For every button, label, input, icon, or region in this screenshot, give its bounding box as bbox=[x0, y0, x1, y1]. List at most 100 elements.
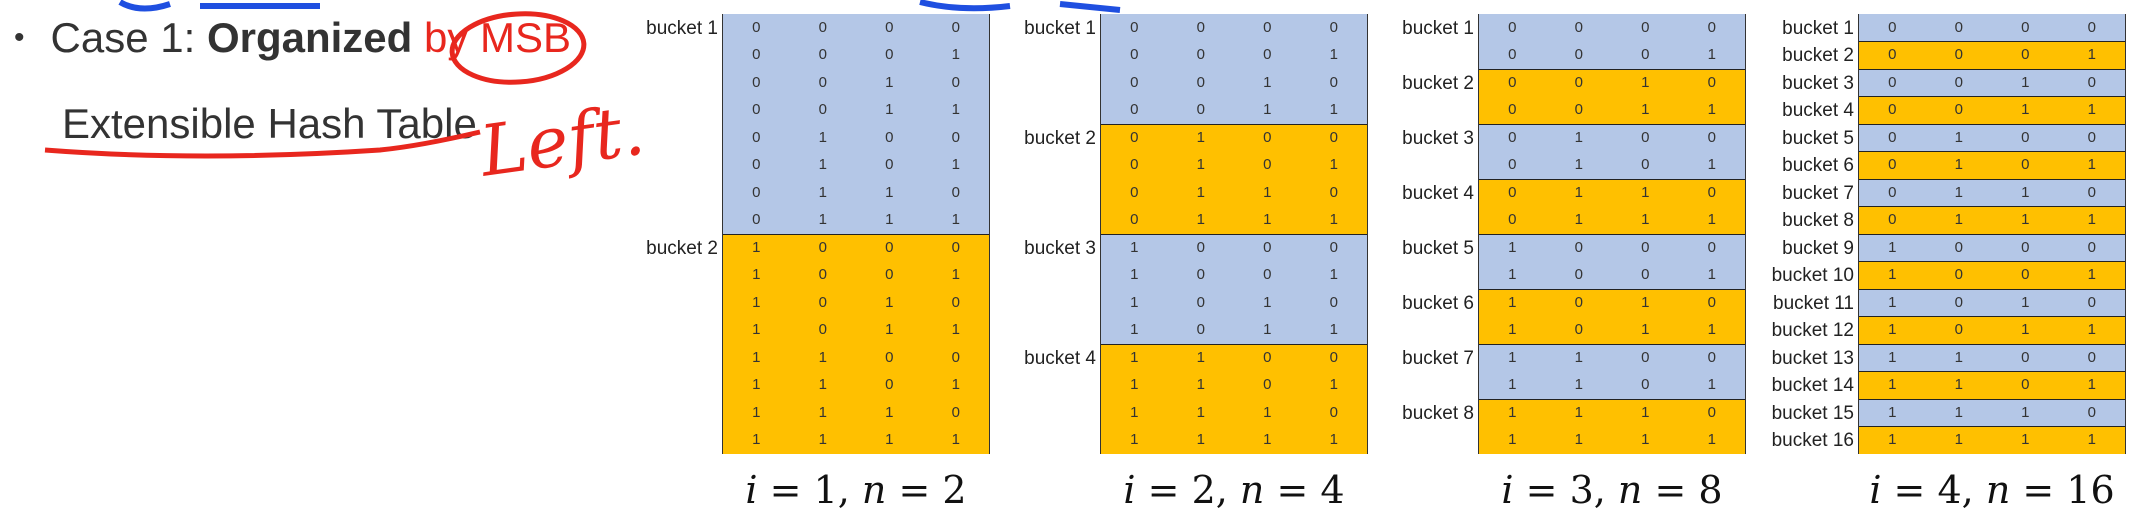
bit-cell: 0 bbox=[818, 266, 827, 283]
bucket-row: 1 0 1 0 bbox=[1479, 288, 1745, 316]
bit-cell: 0 bbox=[752, 128, 761, 146]
bit-cell: 0 bbox=[818, 73, 827, 91]
bit-cell: 0 bbox=[1954, 238, 1963, 256]
bucket-row: 1 1 0 0 bbox=[1859, 343, 2125, 371]
bit-cell: 0 bbox=[2021, 46, 2030, 63]
bit-cell: 0 bbox=[1329, 403, 1338, 421]
bucket-row: 0 1 0 1 bbox=[1101, 151, 1367, 179]
bit-cell: 0 bbox=[818, 46, 827, 63]
bit-cell: 0 bbox=[2021, 128, 2030, 146]
bucket-row: 1 0 0 0 bbox=[1859, 233, 2125, 261]
bit-cell: 1 bbox=[1888, 348, 1897, 366]
bit-cell: 1 bbox=[1954, 376, 1963, 393]
bit-cell: 0 bbox=[752, 156, 761, 173]
bucket-separator bbox=[1479, 68, 1745, 70]
bit-cell: 0 bbox=[1196, 101, 1205, 118]
bit-cell: 0 bbox=[885, 376, 894, 393]
caption-comma: , bbox=[1215, 468, 1240, 512]
bit-cell: 0 bbox=[1196, 293, 1205, 311]
bucket-row: 0 1 1 0 bbox=[1859, 178, 2125, 206]
bucket-separator bbox=[1859, 123, 2125, 125]
bit-cell: 0 bbox=[1508, 183, 1517, 201]
bit-cell: 0 bbox=[1888, 128, 1897, 146]
bit-cell: 0 bbox=[818, 321, 827, 338]
bit-cell: 0 bbox=[1954, 321, 1963, 338]
bucket-row: 0 1 0 0 bbox=[1479, 123, 1745, 151]
bucket-label: bucket 3 bbox=[1024, 237, 1096, 259]
bit-cell: 0 bbox=[752, 183, 761, 201]
bit-cell: 1 bbox=[752, 293, 761, 311]
bucket-label: bucket 3 bbox=[1782, 72, 1854, 94]
bit-cell: 1 bbox=[1888, 238, 1897, 256]
caption-eq1: = bbox=[1135, 468, 1192, 512]
bit-cell: 1 bbox=[1574, 403, 1583, 421]
bit-cell: 1 bbox=[1130, 293, 1139, 311]
bit-cell: 0 bbox=[1508, 156, 1517, 173]
bit-cell: 1 bbox=[1263, 73, 1272, 91]
bit-cell: 0 bbox=[1263, 376, 1272, 393]
bucket-label: bucket 12 bbox=[1771, 320, 1854, 342]
bit-cell: 1 bbox=[951, 266, 960, 283]
bit-cell: 0 bbox=[2021, 156, 2030, 173]
bit-cell: 1 bbox=[1263, 403, 1272, 421]
bit-cell: 0 bbox=[1329, 238, 1338, 256]
bit-cell: 0 bbox=[1130, 183, 1139, 201]
bit-cell: 1 bbox=[1707, 211, 1716, 228]
bit-cell: 0 bbox=[951, 348, 960, 366]
bit-cell: 0 bbox=[1954, 266, 1963, 283]
bit-cell: 0 bbox=[885, 18, 894, 36]
bit-cell: 1 bbox=[1508, 321, 1517, 338]
bucket-row: 0 0 1 0 bbox=[1479, 68, 1745, 96]
bit-cell: 1 bbox=[1196, 431, 1205, 448]
bucket-separator bbox=[1859, 41, 2125, 42]
bucket-separator bbox=[1859, 343, 2125, 345]
bucket-row: 1 0 0 0 bbox=[723, 233, 989, 261]
bit-cell: 1 bbox=[1508, 238, 1517, 256]
bullet-by: by bbox=[412, 14, 469, 61]
bit-cell: 0 bbox=[1130, 156, 1139, 173]
bit-cell: 0 bbox=[951, 183, 960, 201]
bit-cell: 1 bbox=[1574, 211, 1583, 228]
bit-cell: 1 bbox=[2087, 266, 2096, 283]
bucket-label: bucket 5 bbox=[1782, 127, 1854, 149]
bit-cell: 1 bbox=[1574, 183, 1583, 201]
bit-cell: 1 bbox=[1954, 431, 1963, 448]
caption-i: i bbox=[745, 468, 758, 512]
bit-cell: 1 bbox=[1888, 266, 1897, 283]
bit-cell: 0 bbox=[1707, 183, 1716, 201]
bit-cell: 0 bbox=[951, 73, 960, 91]
bit-cell: 1 bbox=[2087, 321, 2096, 338]
bit-cell: 0 bbox=[2021, 348, 2030, 366]
bucket-row: 0 0 0 1 bbox=[1101, 41, 1367, 69]
bit-cell: 1 bbox=[1329, 101, 1338, 118]
bucket-row: 0 1 1 0 bbox=[723, 178, 989, 206]
bucket-label: bucket 2 bbox=[1782, 45, 1854, 67]
bit-cell: 0 bbox=[2021, 376, 2030, 393]
bucket-row: 0 0 1 1 bbox=[723, 96, 989, 124]
bucket-row: 1 0 1 1 bbox=[1479, 316, 1745, 344]
bit-cell: 1 bbox=[1707, 321, 1716, 338]
bit-cell: 1 bbox=[752, 431, 761, 448]
caption-eq2: = bbox=[2010, 468, 2067, 512]
bit-cell: 1 bbox=[1130, 348, 1139, 366]
bucket-row: 0 1 0 0 bbox=[1859, 123, 2125, 151]
bit-cell: 0 bbox=[752, 101, 761, 118]
bucket-separator bbox=[1479, 398, 1745, 400]
bit-cell: 1 bbox=[1508, 348, 1517, 366]
bit-cell: 1 bbox=[2021, 321, 2030, 338]
bit-cell: 0 bbox=[2087, 293, 2096, 311]
bit-cell: 0 bbox=[1130, 18, 1139, 36]
bit-cell: 1 bbox=[2087, 211, 2096, 228]
bit-cell: 0 bbox=[1707, 128, 1716, 146]
bit-cell: 0 bbox=[1196, 46, 1205, 63]
bit-cell: 1 bbox=[2087, 156, 2096, 173]
bucket-row: 0 0 0 0 bbox=[1859, 13, 2125, 41]
bit-cell: 0 bbox=[1641, 18, 1650, 36]
bucket-label: bucket 16 bbox=[1771, 430, 1854, 452]
bit-cell: 1 bbox=[1508, 293, 1517, 311]
bucket-label: bucket 9 bbox=[1782, 237, 1854, 259]
bullet-msb: MSB bbox=[468, 14, 572, 61]
bit-cell: 1 bbox=[1130, 238, 1139, 256]
bucket-separator bbox=[1859, 371, 2125, 372]
bucket-row: 1 0 1 1 bbox=[1859, 316, 2125, 344]
